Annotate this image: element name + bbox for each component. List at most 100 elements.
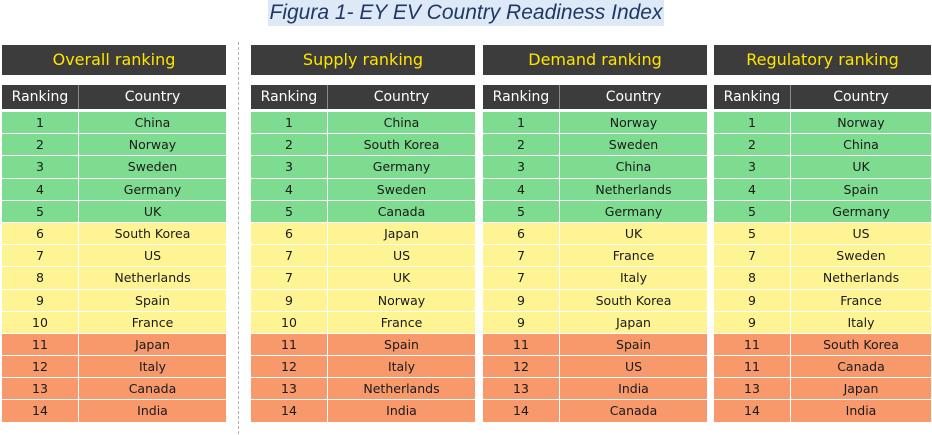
regulatory-ranking-panel: Regulatory ranking Ranking Country 1 Norway 2… [714,45,931,423]
table-row: 9 South Korea [483,289,707,312]
rank-cell: 11 [483,333,560,356]
country-cell: Sweden [836,248,886,264]
country-cell: UK [392,270,411,286]
country-cell: Sweden [608,137,659,153]
country-cell: Norway [128,137,177,153]
table-row: 3 Germany [251,156,475,179]
country-cell: Spain [843,181,879,197]
column-header-ranking: Ranking [2,85,79,109]
rank-cell: 3 [483,156,560,178]
table-row: 3 China [483,156,707,179]
rank-cell: 5 [251,200,328,222]
table-row: 2 Norway [2,134,226,157]
table-row: 5 Germany [483,200,707,223]
rank-cell: 4 [2,178,79,200]
rank-cell: 14 [714,400,791,422]
rank-cell: 7 [2,245,79,267]
table-header: Ranking Country [251,85,475,109]
rank-cell: 7 [483,267,560,289]
rank-cell: 2 [483,134,560,156]
country-cell: Japan [384,225,419,241]
column-header-ranking: Ranking [251,85,328,109]
table-row: 14 Canada [483,400,707,423]
rank-cell: 5 [483,200,560,222]
country-cell: US [852,225,870,241]
table-row: 9 Norway [251,289,475,312]
spacer [483,75,707,85]
country-cell: Norway [837,115,885,130]
country-cell: Canada [128,381,177,397]
rank-cell: 7 [714,245,791,267]
country-cell: France [380,314,423,330]
table-row: 5 Germany [714,200,931,223]
table-row: 3 UK [714,156,931,179]
column-header-country: Country [124,89,181,105]
table-header: Ranking Country [2,85,226,109]
country-cell: South Korea [823,336,899,352]
rank-cell: 7 [251,245,328,267]
rank-cell: 13 [483,378,560,400]
rank-cell: 1 [251,112,328,134]
country-cell: France [840,292,882,308]
rank-cell: 2 [714,134,791,156]
panel-heading: Overall ranking [2,45,226,75]
rank-cell: 9 [714,289,791,311]
spacer [2,75,226,85]
table-row: 2 South Korea [251,134,475,157]
rank-cell: 5 [714,200,791,222]
country-cell: France [612,248,655,264]
rank-cell: 4 [251,178,328,200]
table-row: 9 France [714,289,931,312]
country-cell: China [843,137,879,153]
rank-cell: 11 [2,333,79,356]
spacer [251,75,475,85]
rank-cell: 2 [2,134,79,156]
country-cell: Sweden [376,181,427,197]
panel-heading: Regulatory ranking [714,45,931,75]
rank-cell: 13 [251,378,328,400]
demand-ranking-panel: Demand ranking Ranking Country 1 Norway 2 Swed… [483,45,707,423]
country-cell: Italy [387,359,416,375]
country-cell: Spain [135,292,170,308]
rank-cell: 11 [714,333,791,356]
rank-cell: 3 [714,156,791,178]
country-cell: Netherlands [595,181,672,197]
country-cell: China [134,115,171,130]
figure-title-wrap: Figura 1- EY EV Country Readiness Index [0,0,932,30]
column-header-ranking: Ranking [714,85,791,109]
rank-cell: 4 [483,178,560,200]
table-row: 5 Canada [251,200,475,223]
country-cell: China [615,159,652,175]
table-row: 1 Norway [714,112,931,135]
country-cell: China [383,115,420,130]
table-row: 4 Netherlands [483,178,707,201]
table-row: 11 Spain [483,333,707,357]
table-row: 3 Sweden [2,156,226,179]
country-cell: Germany [123,181,182,197]
rank-cell: 6 [483,222,560,245]
table-row: 7 Sweden [714,245,931,268]
table-row: 7 US [2,245,226,268]
table-row: 9 Japan [483,311,707,334]
country-cell: Spain [384,336,419,352]
rank-cell: 7 [483,245,560,267]
country-cell: Canada [837,359,885,375]
table-row: 13 India [483,378,707,401]
country-cell: Netherlands [363,381,440,397]
table-row: 5 UK [2,200,226,223]
table-row: 2 Sweden [483,134,707,157]
table-row: 9 Italy [714,311,931,334]
table-row: 13 Japan [714,378,931,401]
table-row: 6 UK [483,222,707,246]
table-row: 6 South Korea [2,222,226,246]
country-cell: Norway [609,115,658,130]
rank-cell: 5 [2,200,79,222]
rank-cell: 12 [483,356,560,378]
country-cell: Italy [619,270,648,286]
rank-cell: 1 [483,112,560,134]
country-cell: Canada [377,203,426,219]
table-row: 7 US [251,245,475,268]
country-cell: Italy [138,359,167,375]
rank-cell: 5 [714,222,791,245]
table-row: 1 China [2,112,226,135]
